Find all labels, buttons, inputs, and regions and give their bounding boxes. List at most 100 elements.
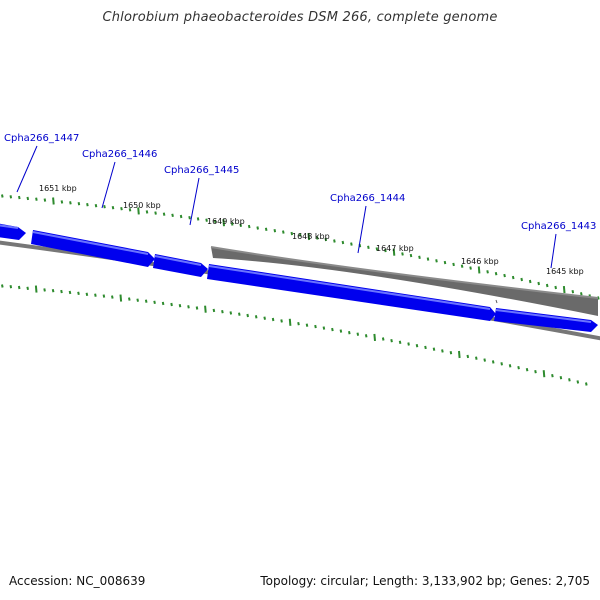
outer-track-minor-tick [426,257,430,261]
kbp-label-1648: 1648 kbp [292,232,330,241]
inner-track-minor-tick [195,306,199,310]
outer-track-minor-tick [77,202,81,206]
outer-track-minor-tick [1,194,4,198]
outer-track-minor-tick [230,222,234,226]
gene-label-cpha266-1447[interactable]: Cpha266_1447 [4,133,79,144]
outer-track-minor-tick [196,217,200,221]
gene-cpha266-1446-arrow[interactable] [31,230,155,267]
outer-track-minor-tick [35,197,38,201]
gene-cpha266-1445-arrow[interactable] [153,254,208,277]
inner-track-minor-tick [415,344,419,348]
outer-track-minor-tick [486,270,489,274]
outer-track-minor-tick [213,219,217,224]
outer-track-minor-tick [571,290,575,294]
tick-track-inner [1,284,588,386]
outer-track-minor-tick [128,208,132,212]
outer-track-major-tick [52,197,55,205]
outer-track-minor-tick [18,195,21,200]
gene-label-cpha266-1445[interactable]: Cpha266_1445 [164,165,239,176]
inner-track-minor-tick [51,289,55,293]
inner-track-minor-tick [491,360,495,364]
inner-track-minor-tick [585,382,588,386]
inner-track-minor-tick [475,356,478,360]
inner-track-minor-tick [314,324,317,329]
inner-track-minor-tick [449,351,453,355]
gene-cpha266-1444-reverse[interactable] [210,246,599,316]
outer-track-minor-tick [401,252,404,256]
gene-label-cpha266-1444[interactable]: Cpha266_1444 [330,193,405,204]
inner-track-minor-tick [1,284,4,288]
outer-track-minor-tick [162,212,166,216]
kbp-label-1645: 1645 kbp [546,267,584,276]
outer-track-minor-tick [188,216,191,220]
outer-track-minor-tick [103,205,106,209]
leader-cpha266-1443 [550,233,557,269]
gene-cpha266-1447-arrow[interactable] [0,222,26,240]
inner-track-minor-tick [381,337,385,341]
outer-track-minor-tick [528,279,532,284]
outer-track-minor-tick [154,211,157,215]
outer-track-minor-tick [247,224,251,229]
outer-track-minor-tick [179,214,183,219]
outer-track-minor-tick [43,198,47,202]
gene-cpha266-1443-arrow[interactable] [494,308,598,332]
outer-track-minor-tick [494,272,498,276]
inner-track-minor-tick [102,294,106,298]
outer-track-minor-tick [418,255,421,259]
outer-track-minor-tick [9,195,13,199]
inner-track-minor-tick [144,299,148,303]
inner-track-minor-tick [280,319,283,323]
outer-track-minor-tick [69,201,72,205]
kbp-label-1649: 1649 kbp [207,217,245,226]
outer-track-minor-tick [26,196,30,201]
outer-track-minor-tick [435,259,438,263]
gene-label-cpha266-1446[interactable]: Cpha266_1446 [82,149,157,160]
outer-track-minor-tick [545,283,549,288]
inner-track-minor-tick [9,285,13,289]
inner-track-major-tick [34,285,38,293]
outer-track-minor-tick [94,204,98,208]
gene-label-cpha266-1443[interactable]: Cpha266_1443 [521,221,596,232]
outer-track-minor-tick [333,239,336,243]
outer-track-minor-tick [264,227,268,231]
outer-track-minor-tick [580,292,583,296]
inner-track-minor-tick [77,291,80,295]
gene-cpha266-1444-arrow[interactable] [207,264,496,321]
kbp-label-1650: 1650 kbp [123,201,161,210]
outer-track-minor-tick [384,248,387,253]
outer-track-minor-tick [554,285,557,290]
genome-title: Chlorobium phaeobacteroides DSM 266, com… [102,10,498,25]
outer-track-minor-tick [205,218,208,222]
outer-track-major-tick [477,266,481,274]
inner-track-minor-tick [559,376,563,380]
inner-track-minor-tick [43,288,46,292]
inner-track-minor-tick [483,358,486,362]
inner-track-minor-tick [254,315,258,319]
inner-track-major-tick [204,305,207,313]
leader-cpha266-1446 [101,161,116,209]
outer-track-minor-tick [460,264,464,268]
inner-track-minor-tick [221,310,224,314]
inner-track-minor-tick [170,302,173,307]
outer-track-major-tick [392,248,396,256]
leader-cpha266-1444 [357,205,367,254]
inner-track-minor-tick [271,317,275,322]
outer-track-minor-tick [316,236,319,240]
leader-cpha266-1447 [16,145,38,193]
inner-track-minor-tick [356,332,360,336]
inner-track-minor-tick [94,293,97,297]
outer-track-minor-tick [256,226,259,230]
inner-track-major-tick [542,370,546,378]
outer-track-minor-tick [350,242,353,246]
outer-track-major-tick [562,286,566,294]
outer-track-minor-tick [111,206,115,210]
inner-track-minor-tick [212,308,216,313]
outer-track-minor-tick [282,230,285,234]
inner-track-minor-tick [551,374,554,378]
outer-track-major-tick [137,207,140,215]
outer-track-minor-tick [469,266,472,270]
inner-track-minor-tick [161,301,165,306]
kbp-label-1646: 1646 kbp [461,257,499,266]
tick-track-outer [1,194,600,300]
